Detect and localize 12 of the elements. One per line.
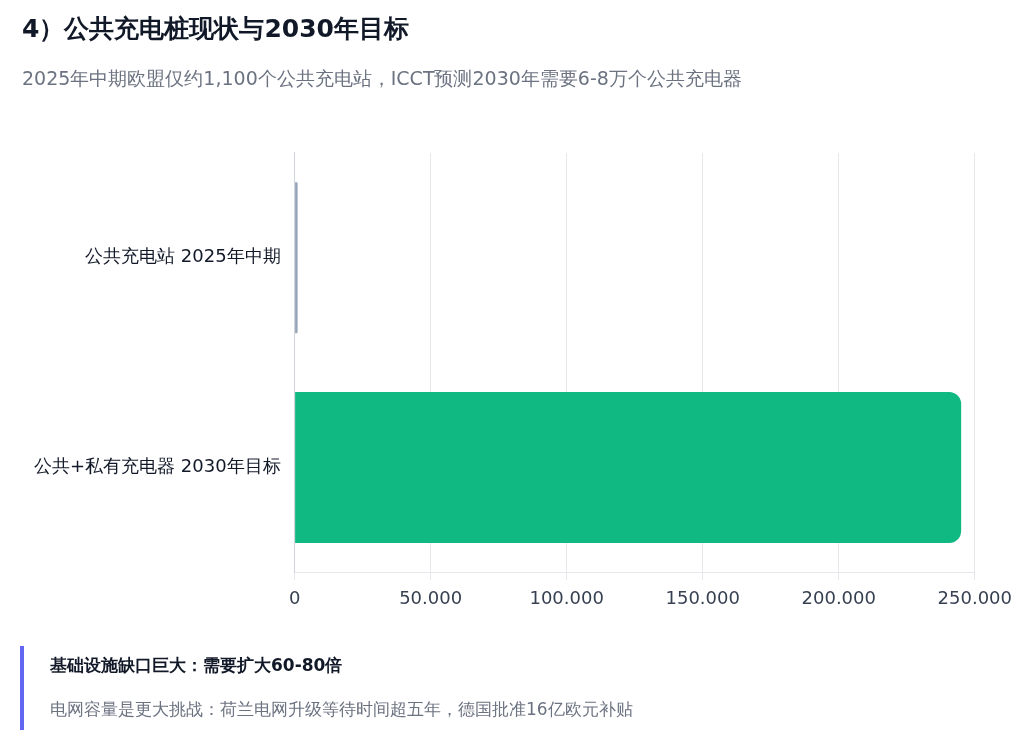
chart-subtitle: 2025年中期欧盟仅约1,100个公共充电站，ICCT预测2030年需要6-8万个公共充电器 [22,66,742,91]
chart-title: 4）公共充电桩现状与2030年目标 [22,13,409,45]
y-tick-label: 公共+私有充电器 2030年目标 [33,455,281,477]
text: 电网容量是更大挑战：荷兰电网升级等待时间超五年，德国批准16亿欧元补贴 [50,698,633,721]
x-tick-label: 200.000 [801,586,876,608]
x-tick-label: 0 [288,586,301,608]
x-tick-label: 100.000 [529,586,604,608]
y-tick-label: 公共充电站 2025年中期 [85,245,281,267]
text: 基础设施缺口巨大：需要扩大60-80倍 [50,654,343,677]
x-tick-label: 250.000 [937,586,1012,608]
x-tick-label: 50.000 [399,586,463,608]
x-tick-label: 150.000 [665,586,740,608]
